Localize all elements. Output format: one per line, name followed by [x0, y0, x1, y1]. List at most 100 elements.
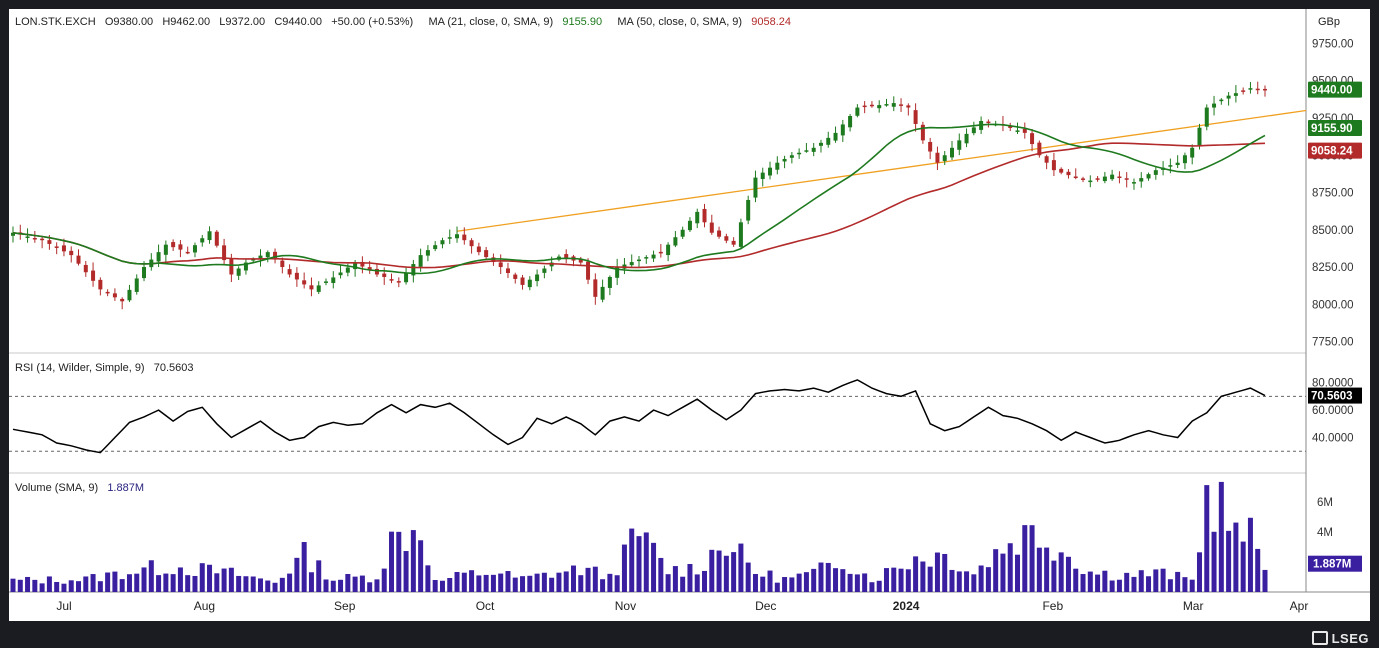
- volume-bar: [862, 573, 868, 592]
- candle-body: [200, 238, 205, 243]
- candle-body: [1044, 156, 1049, 163]
- candle-body: [724, 236, 729, 241]
- volume-bar: [803, 572, 809, 592]
- volume-bar: [658, 557, 664, 592]
- candle-body: [768, 167, 773, 176]
- candle-body: [666, 244, 671, 256]
- volume-bar: [1233, 522, 1239, 592]
- candle-body: [411, 264, 416, 276]
- volume-bar: [294, 557, 300, 592]
- candle-body: [920, 124, 925, 141]
- candle-body: [899, 104, 904, 106]
- volume-bar: [490, 574, 496, 592]
- volume-header: Volume (SMA, 9) 1.887M: [15, 482, 144, 494]
- volume-bar: [483, 574, 489, 592]
- candle-body: [302, 280, 307, 285]
- x-axis-tick-9: Apr: [1290, 599, 1309, 613]
- volume-bar: [1218, 481, 1224, 592]
- candle-body: [331, 277, 336, 283]
- x-axis-tick-3: Oct: [476, 599, 495, 613]
- volume-bar: [702, 570, 708, 592]
- ma21-price-tag-bg: [1308, 120, 1362, 137]
- volume-bar: [17, 579, 23, 592]
- price-chart[interactable]: 7750.008000.008250.008500.008750.009000.…: [9, 9, 1370, 621]
- candle-body: [1248, 88, 1253, 90]
- candle-body: [797, 152, 802, 155]
- volume-axis-tick-0: 4M: [1317, 527, 1333, 539]
- volume-bar: [767, 570, 773, 592]
- volume-bar: [32, 579, 38, 592]
- volume-bar: [614, 575, 620, 592]
- volume-bar: [141, 567, 147, 592]
- candle-body: [1226, 95, 1231, 99]
- candle-body: [251, 259, 256, 261]
- volume-bar: [214, 573, 220, 592]
- volume-bar: [323, 579, 329, 592]
- lseg-logo-text: LSEG: [1331, 631, 1369, 646]
- candle-body: [360, 261, 365, 267]
- candle-body: [1022, 128, 1027, 133]
- volume-bar: [90, 574, 96, 592]
- volume-bar: [170, 574, 176, 592]
- volume-bar: [76, 581, 82, 592]
- volume-bar: [585, 567, 591, 592]
- candle-body: [455, 234, 460, 239]
- volume-bar: [927, 566, 933, 592]
- candle-body: [862, 105, 867, 108]
- candle-body: [593, 279, 598, 297]
- candle-body: [404, 272, 409, 283]
- volume-bar: [476, 575, 482, 592]
- volume-bar: [527, 575, 533, 592]
- volume-bar: [83, 576, 89, 592]
- volume-bar: [1211, 531, 1217, 592]
- candle-body: [760, 172, 765, 180]
- candle-body: [935, 152, 940, 163]
- candle-body: [964, 133, 969, 144]
- volume-bar: [250, 576, 256, 592]
- candle-body: [578, 259, 583, 263]
- x-axis-tick-8: Mar: [1183, 599, 1204, 613]
- price-header: LON.STK.EXCH O9380.00 H9462.00 L9372.00 …: [15, 16, 791, 28]
- volume-bar: [694, 574, 700, 592]
- candle-body: [1204, 107, 1209, 127]
- ma21-line: [12, 123, 1266, 275]
- candle-body: [505, 268, 510, 273]
- currency-label: GBp: [1318, 16, 1341, 28]
- candle-body: [651, 254, 656, 259]
- volume-bar: [374, 579, 380, 592]
- candle-body: [1212, 103, 1217, 108]
- volume-bar: [898, 568, 904, 592]
- volume-bar: [1204, 485, 1210, 592]
- volume-bar: [607, 573, 613, 592]
- volume-bar: [439, 580, 445, 592]
- volume-bar: [985, 567, 991, 592]
- candle-body: [1255, 88, 1260, 91]
- candle-body: [884, 104, 889, 106]
- candle-body: [294, 272, 299, 280]
- ma50-price-tag: 9058.24: [1311, 146, 1353, 158]
- volume-bar: [1058, 552, 1064, 592]
- trendline: [456, 109, 1307, 232]
- volume-bar: [461, 572, 467, 592]
- volume-value-tag: 1.887M: [1313, 559, 1351, 571]
- volume-bar: [257, 578, 263, 592]
- candle-body: [1168, 165, 1173, 167]
- volume-label: Volume (SMA, 9): [15, 482, 99, 494]
- candle-body: [120, 298, 125, 302]
- volume-bar: [1131, 576, 1137, 592]
- candle-body: [462, 234, 467, 241]
- rsi-header: RSI (14, Wilder, Simple, 9) 70.5603: [15, 362, 194, 374]
- candle-body: [1153, 170, 1158, 175]
- volume-bar: [1189, 579, 1195, 592]
- volume-bar: [61, 583, 67, 592]
- candle-body: [25, 236, 30, 238]
- candle-body: [695, 211, 700, 224]
- candle-body: [644, 257, 649, 259]
- candle-body: [273, 251, 278, 260]
- candle-body: [586, 261, 591, 280]
- volume-bar: [156, 575, 162, 592]
- candle-body: [353, 262, 358, 270]
- candle-body: [818, 142, 823, 146]
- volume-bar: [163, 573, 169, 592]
- volume-bar: [308, 572, 314, 592]
